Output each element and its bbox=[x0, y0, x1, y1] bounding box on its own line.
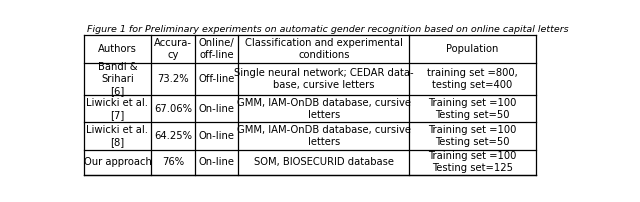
Text: 67.06%: 67.06% bbox=[154, 104, 192, 114]
Text: Bandi &
Srihari
[6]: Bandi & Srihari [6] bbox=[98, 62, 137, 97]
Text: 64.25%: 64.25% bbox=[154, 131, 192, 141]
Text: Our approach: Our approach bbox=[83, 157, 152, 167]
Text: Liwicki et al.
[7]: Liwicki et al. [7] bbox=[86, 98, 148, 120]
Text: On-line: On-line bbox=[198, 131, 234, 141]
Text: Single neural network; CEDAR data-
base, cursive letters: Single neural network; CEDAR data- base,… bbox=[234, 68, 413, 90]
Text: Classification and experimental
conditions: Classification and experimental conditio… bbox=[245, 38, 403, 60]
Text: Population: Population bbox=[446, 44, 499, 54]
Text: 73.2%: 73.2% bbox=[157, 74, 189, 84]
Text: GMM, IAM-OnDB database, cursive
letters: GMM, IAM-OnDB database, cursive letters bbox=[237, 125, 411, 147]
Text: Figure 1 for Preliminary experiments on automatic gender recognition based on on: Figure 1 for Preliminary experiments on … bbox=[87, 25, 569, 34]
Text: SOM, BIOSECURID database: SOM, BIOSECURID database bbox=[254, 157, 394, 167]
Text: Liwicki et al.
[8]: Liwicki et al. [8] bbox=[86, 125, 148, 147]
Text: Training set =100
Testing set=50: Training set =100 Testing set=50 bbox=[428, 98, 516, 120]
Text: Authors: Authors bbox=[98, 44, 137, 54]
Text: training set =800,
testing set=400: training set =800, testing set=400 bbox=[428, 68, 518, 90]
Text: Off-line: Off-line bbox=[198, 74, 235, 84]
Text: GMM, IAM-OnDB database, cursive
letters: GMM, IAM-OnDB database, cursive letters bbox=[237, 98, 411, 120]
Text: Accura-
cy: Accura- cy bbox=[154, 38, 192, 60]
Text: Online/
off-line: Online/ off-line bbox=[198, 38, 234, 60]
Text: Training set =100
Testing set=125: Training set =100 Testing set=125 bbox=[428, 151, 516, 173]
Text: On-line: On-line bbox=[198, 104, 234, 114]
Text: Training set =100
Testing set=50: Training set =100 Testing set=50 bbox=[428, 125, 516, 147]
Text: On-line: On-line bbox=[198, 157, 234, 167]
Text: 76%: 76% bbox=[162, 157, 184, 167]
